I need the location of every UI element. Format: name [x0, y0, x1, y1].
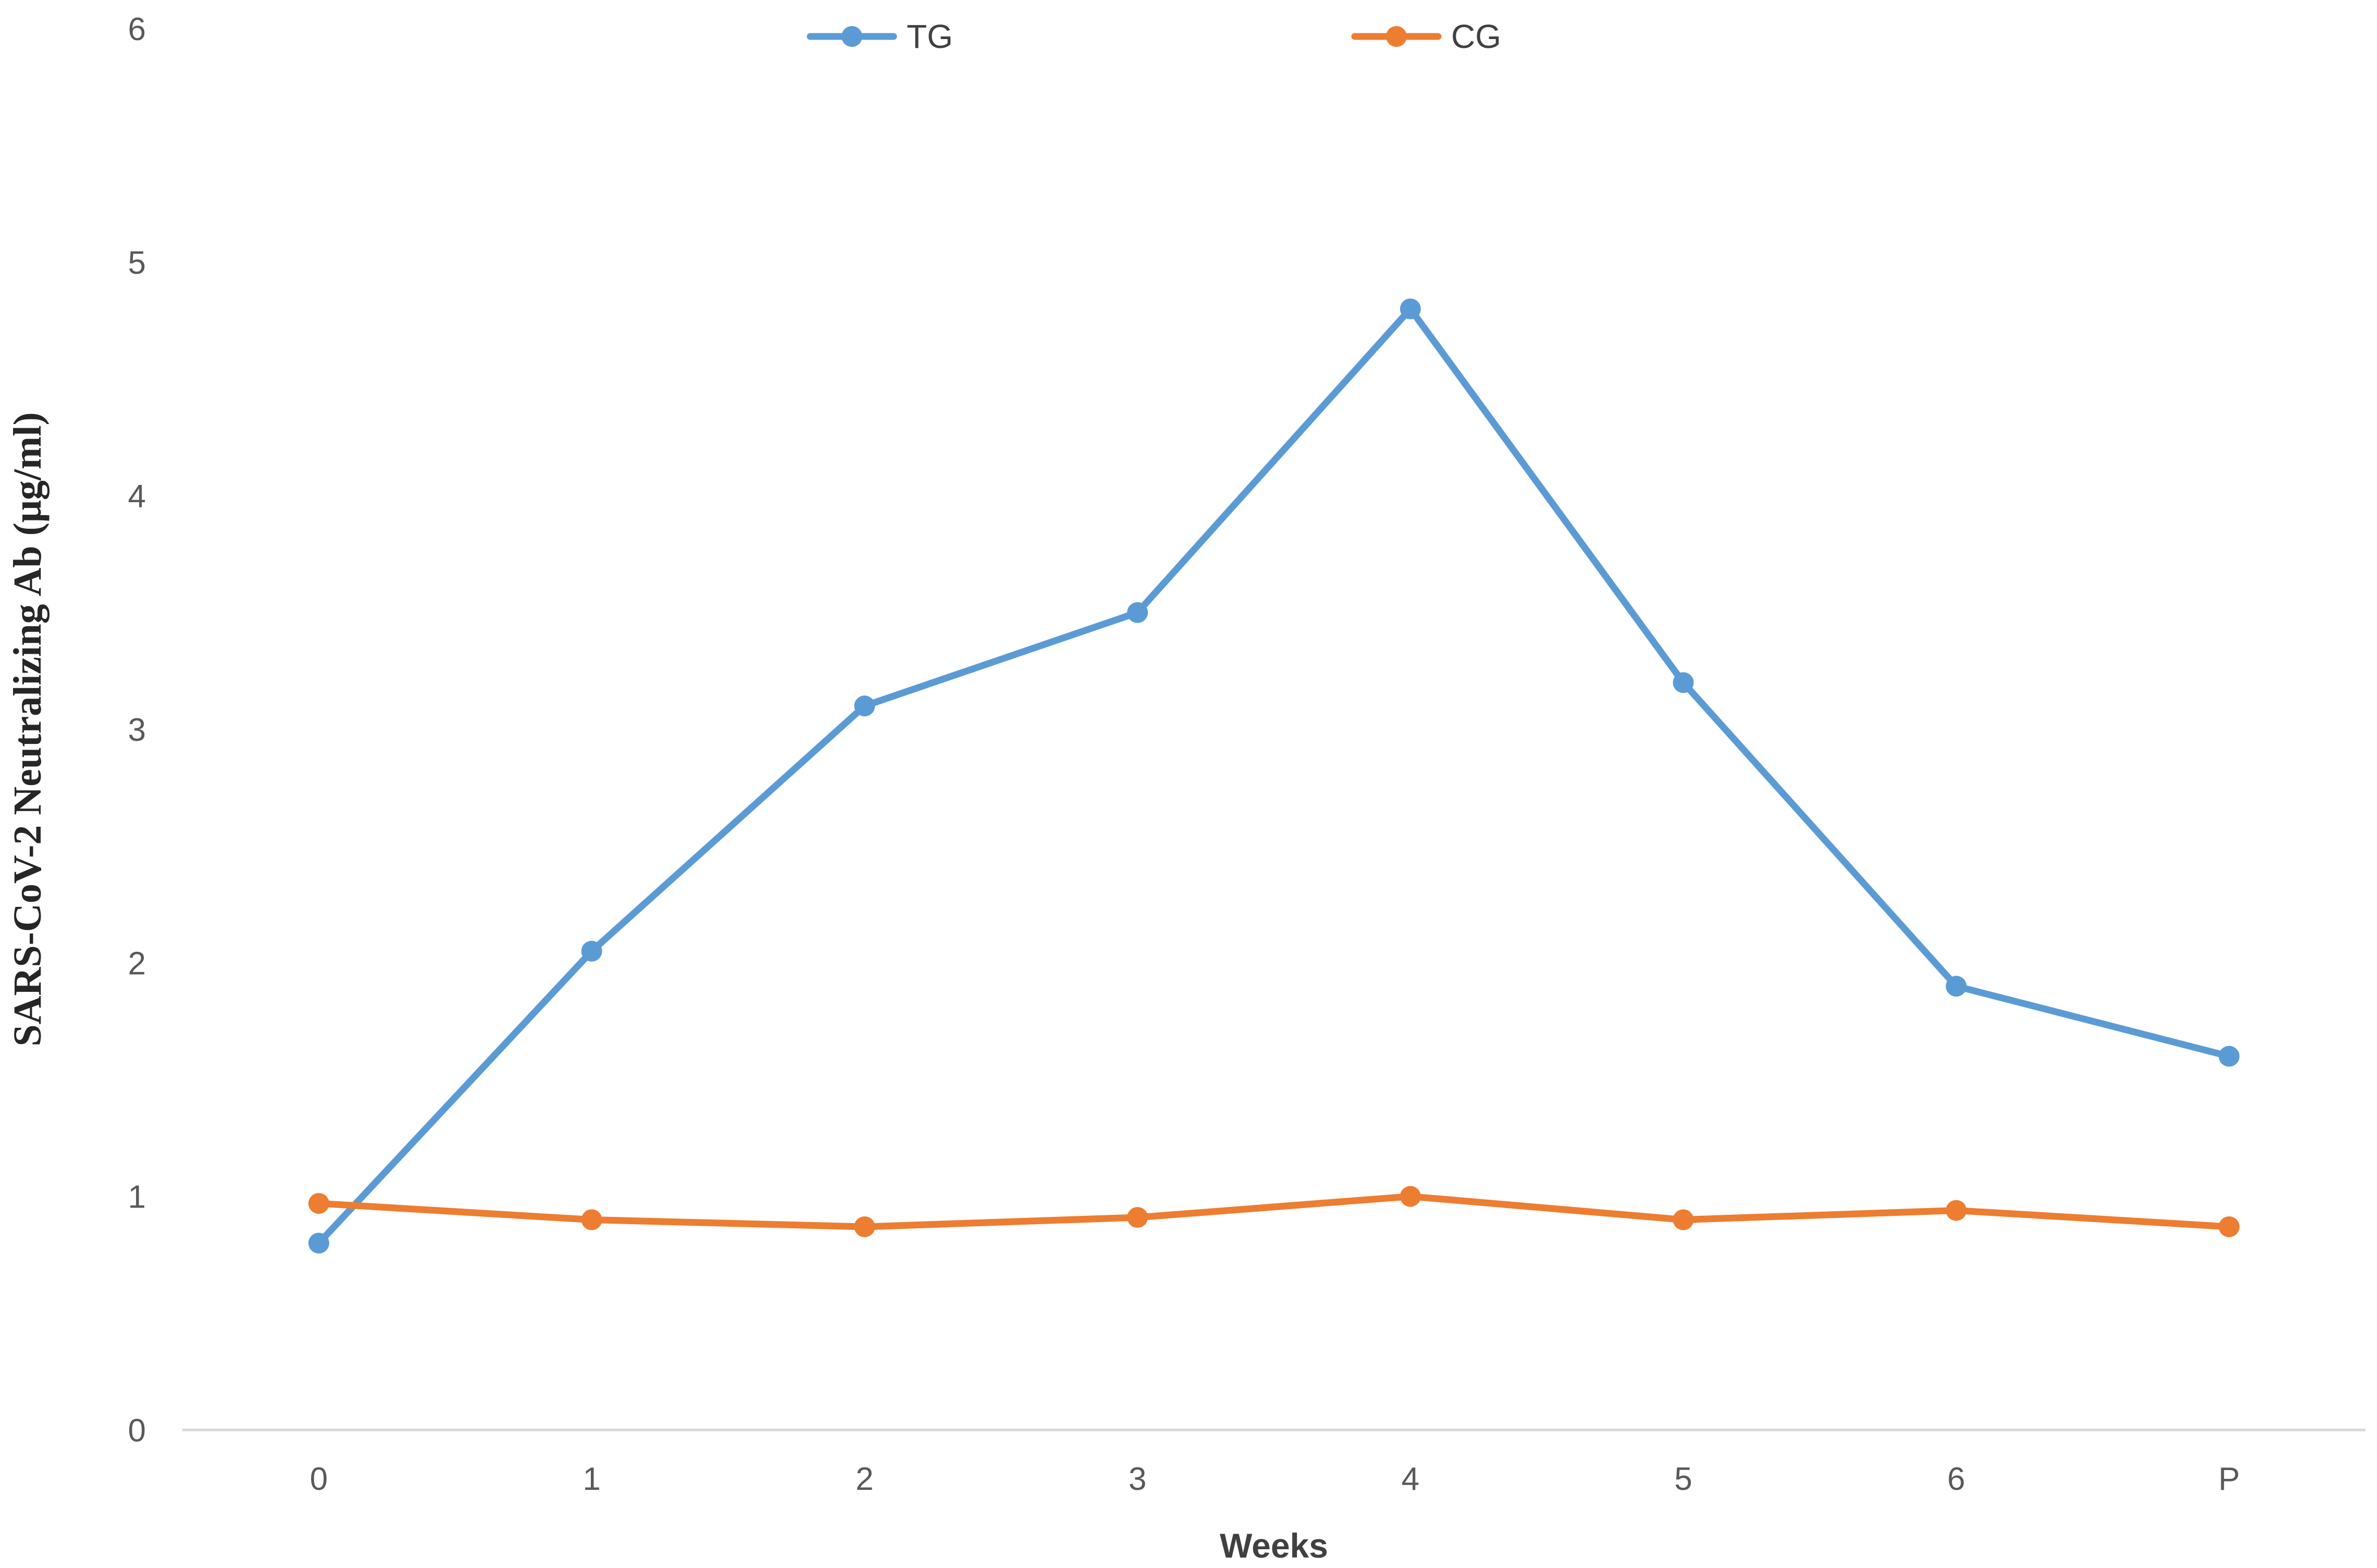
- x-tick-label: P: [2218, 1461, 2239, 1497]
- data-point: [1400, 1186, 1421, 1207]
- data-point: [1400, 298, 1421, 319]
- data-point: [1946, 976, 1967, 997]
- data-point: [1673, 672, 1694, 693]
- legend-marker: [841, 26, 862, 47]
- y-tick-label: 4: [128, 479, 146, 515]
- legend-label: TG: [907, 18, 953, 55]
- x-tick-label: 2: [856, 1461, 873, 1497]
- data-point: [2219, 1046, 2240, 1067]
- x-tick-label: 3: [1129, 1461, 1146, 1497]
- data-point: [854, 695, 875, 717]
- data-point: [1127, 1207, 1148, 1228]
- data-point: [1127, 602, 1148, 623]
- legend: TG CG: [807, 18, 1501, 55]
- data-point: [2219, 1216, 2240, 1237]
- y-tick-label: 6: [128, 11, 146, 47]
- series-tg: [308, 298, 2240, 1254]
- data-point: [854, 1216, 875, 1237]
- y-axis-ticks: 0 1 2 3 4 5 6: [128, 11, 146, 1449]
- series-group: [308, 298, 2240, 1254]
- x-tick-label: 0: [310, 1461, 328, 1497]
- y-tick-label: 1: [128, 1179, 146, 1215]
- y-axis-label: SARS-CoV-2 Neutralizing Ab (μg/ml): [6, 412, 49, 1047]
- legend-label: CG: [1451, 18, 1501, 55]
- data-point: [581, 940, 602, 962]
- y-tick-label: 0: [128, 1413, 146, 1449]
- x-axis-ticks: 0 1 2 3 4 5 6 P: [310, 1461, 2240, 1497]
- x-tick-label: 5: [1674, 1461, 1692, 1497]
- data-point: [308, 1233, 329, 1254]
- series-line-tg: [315, 305, 2233, 1247]
- data-point: [581, 1209, 602, 1230]
- series-line-cg: [315, 1193, 2233, 1230]
- data-point: [1673, 1209, 1694, 1230]
- y-tick-label: 2: [128, 945, 146, 981]
- x-tick-label: 1: [583, 1461, 600, 1497]
- x-tick-label: 4: [1402, 1461, 1419, 1497]
- x-axis-label: Weeks: [1220, 1526, 1328, 1565]
- data-point: [1946, 1200, 1967, 1221]
- legend-item-cg: CG: [1351, 18, 1501, 55]
- legend-item-tg: TG: [807, 18, 953, 55]
- y-tick-label: 5: [128, 245, 146, 281]
- x-tick-label: 6: [1947, 1461, 1965, 1497]
- series-cg: [308, 1186, 2240, 1237]
- legend-marker: [1386, 26, 1407, 47]
- y-tick-label: 3: [128, 712, 146, 748]
- data-point: [308, 1193, 329, 1214]
